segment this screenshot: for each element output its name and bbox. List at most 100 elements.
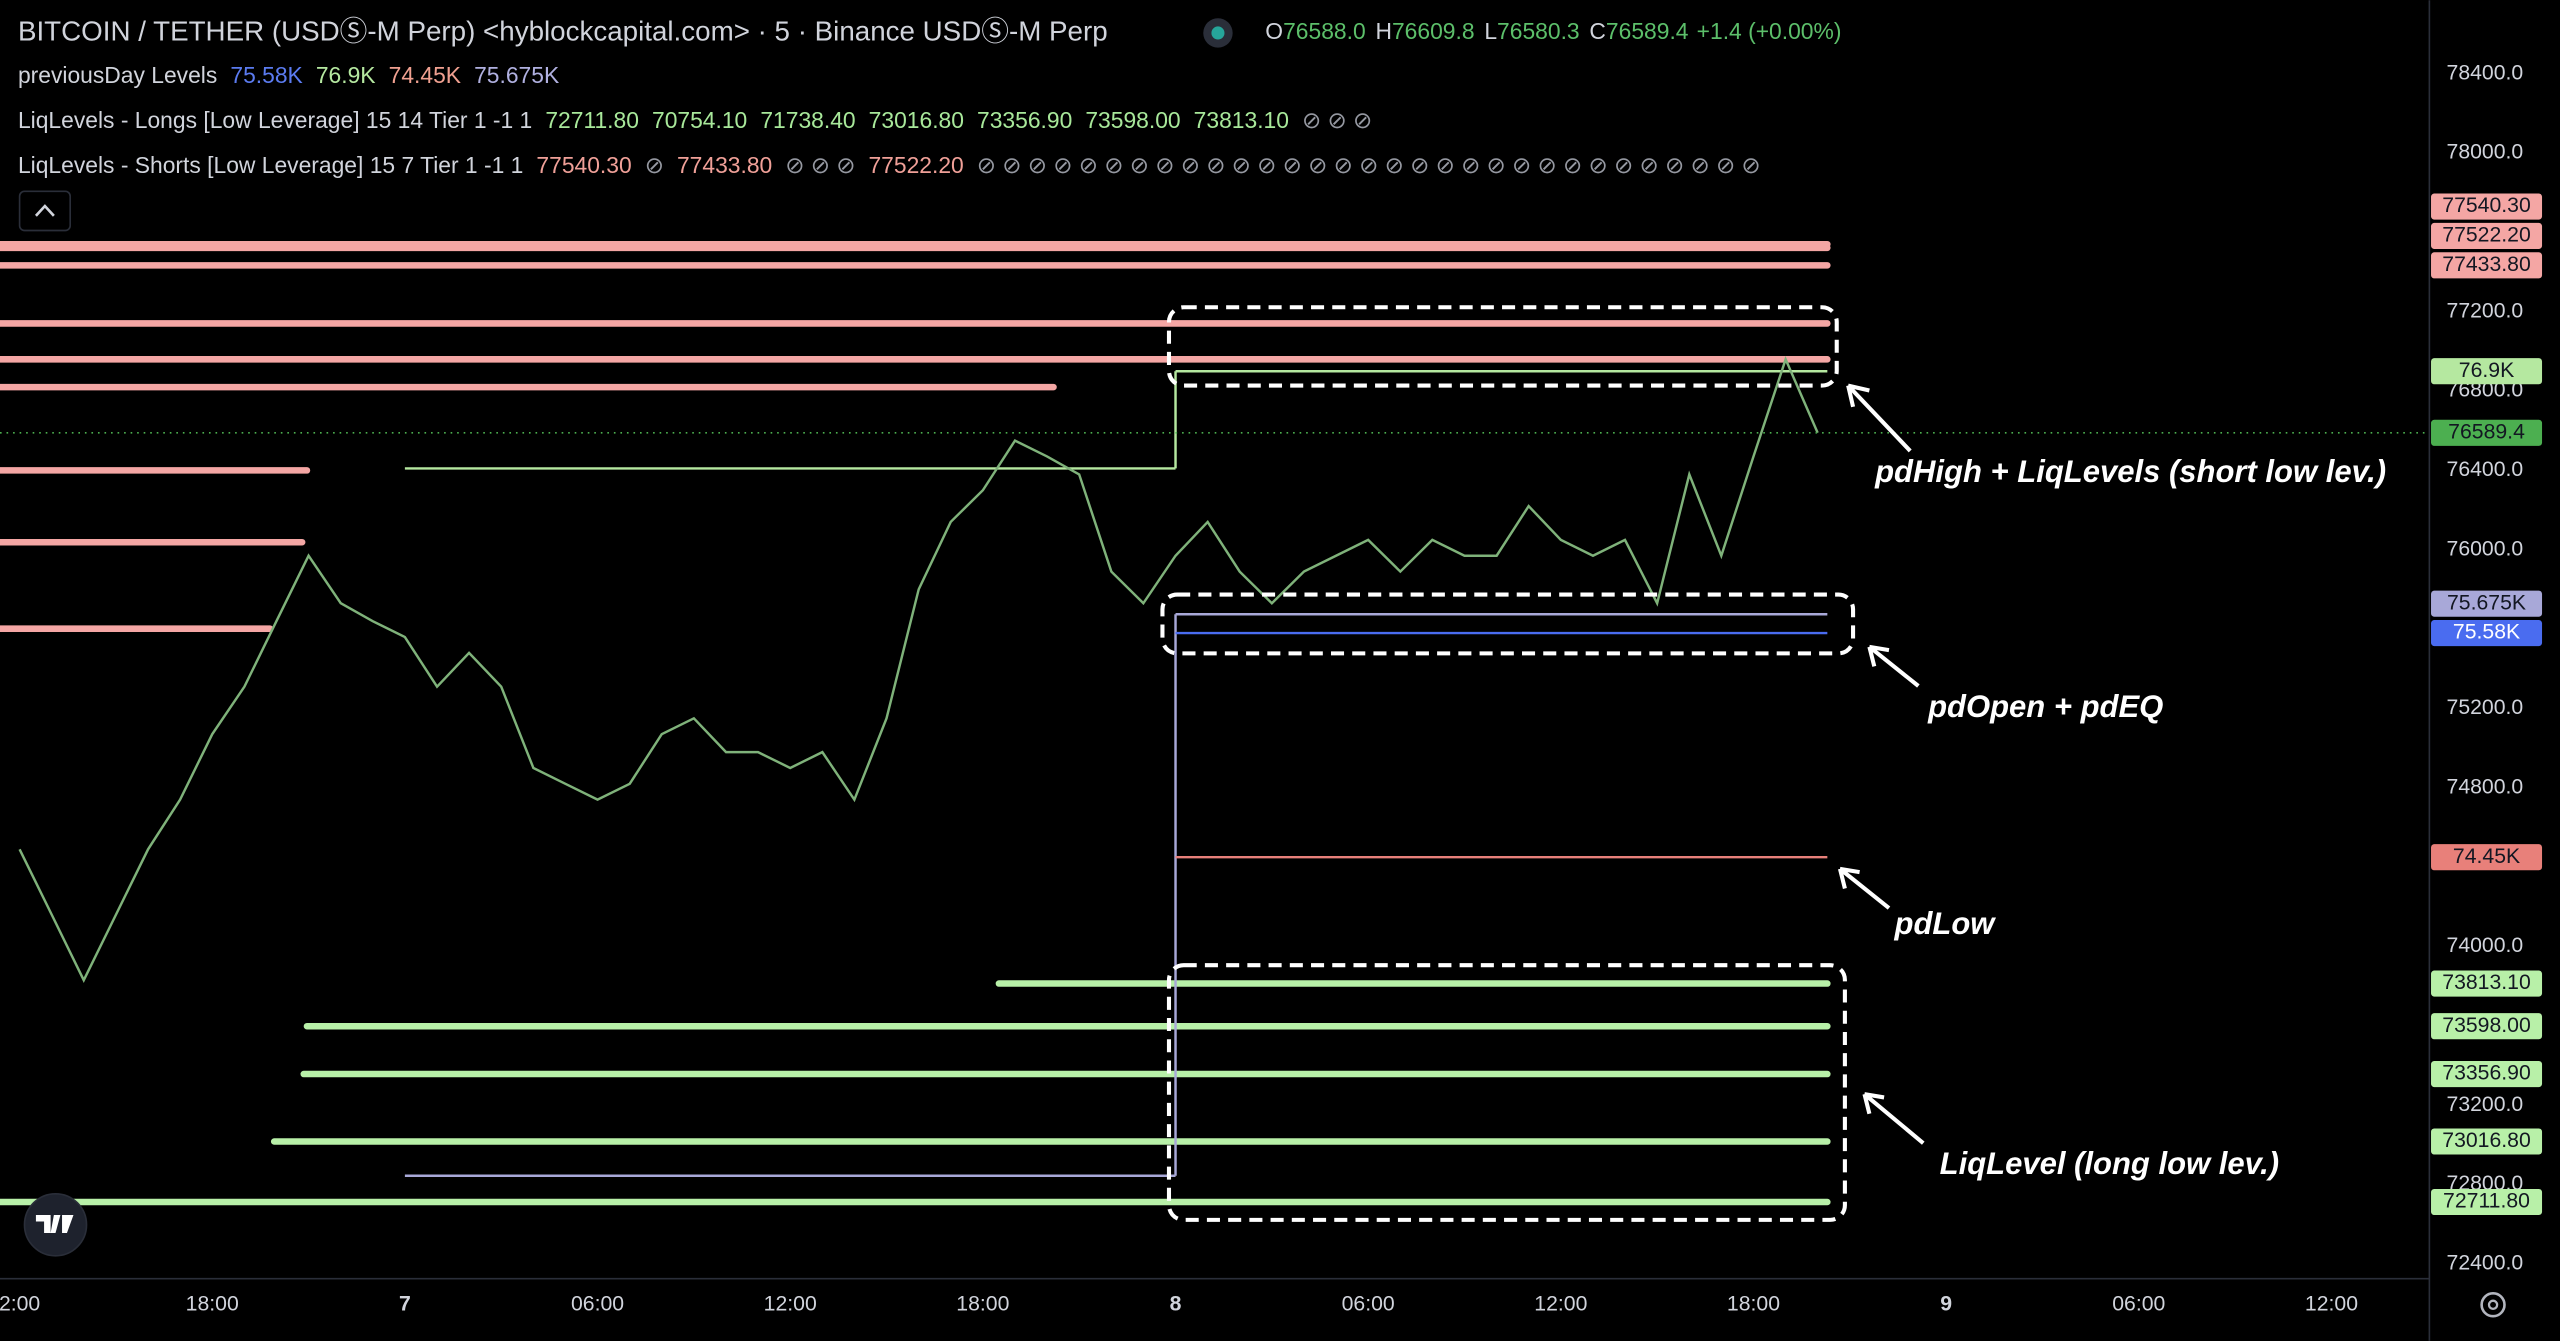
legend-value: ⊘	[645, 152, 664, 178]
settings-icon[interactable]	[2480, 1292, 2506, 1318]
legend-row: LiqLevels - Longs [Low Leverage] 15 14 T…	[18, 107, 1372, 133]
ohlc-value: 76609.8	[1392, 18, 1475, 44]
annotation: pdHigh + LiqLevels (short low lev.)	[1874, 454, 2386, 489]
price-badge-label: 77540.30	[2442, 194, 2531, 217]
price-badge	[2431, 1060, 2543, 1088]
y-tick-label: 77200.0	[2447, 299, 2524, 322]
legend-value: 77522.20	[868, 152, 963, 178]
legend-value: ⊘ ⊘ ⊘	[1302, 107, 1372, 133]
highlight-box	[1166, 305, 1839, 388]
y-tick-label: 73200.0	[2447, 1093, 2524, 1116]
annotation: LiqLevel (long low lev.)	[1940, 1146, 2280, 1181]
y-tick-label: 78000.0	[2447, 141, 2524, 164]
price-badge-label: 76589.4	[2448, 420, 2525, 443]
price-badge-label: 75.675K	[2447, 591, 2526, 614]
price-badge	[2431, 620, 2543, 647]
price-badge	[2431, 222, 2543, 250]
price-badge-label: 73813.10	[2442, 971, 2531, 994]
ohlc-key: O	[1265, 18, 1283, 44]
status-dot	[1211, 26, 1225, 40]
x-tick-label: 06:00	[571, 1292, 624, 1315]
legend-value: ⊘ ⊘ ⊘ ⊘ ⊘ ⊘ ⊘ ⊘ ⊘ ⊘ ⊘ ⊘ ⊘ ⊘ ⊘ ⊘ ⊘ ⊘ ⊘ ⊘ …	[977, 152, 1761, 178]
ohlc-key: H	[1375, 18, 1392, 44]
legend-value: 77433.80	[677, 152, 772, 178]
price-badge	[2431, 419, 2543, 446]
highlight-box	[1160, 592, 1856, 656]
x-tick-label: 12:00	[1534, 1292, 1587, 1315]
price-badge	[2431, 193, 2543, 220]
price-badge-label: 76.9K	[2459, 359, 2514, 382]
price-badge-label: 75.58K	[2453, 621, 2520, 644]
ohlc-key: L	[1484, 18, 1497, 44]
legend-row: LiqLevels - Shorts [Low Leverage] 15 7 T…	[18, 152, 1761, 178]
ohlc-key: C	[1589, 18, 1606, 44]
y-tick-label: 74800.0	[2447, 775, 2524, 798]
legend-value: 77540.30	[536, 152, 631, 178]
ohlc-change: +1.4 (+0.00%)	[1697, 18, 1842, 44]
price-badge-label: 73598.00	[2442, 1014, 2531, 1037]
legend-value: 74.45K	[389, 62, 461, 88]
legend-value: 73813.10	[1194, 107, 1289, 133]
price-badge-label: 74.45K	[2453, 845, 2520, 868]
legend-value: 73598.00	[1085, 107, 1180, 133]
legend-value: ⊘ ⊘ ⊘	[785, 152, 855, 178]
plot	[0, 240, 2430, 1206]
ohlc-value: 76580.3	[1497, 18, 1580, 44]
x-tick-label: 9	[1940, 1292, 1952, 1315]
price-axis: 78400.0 78000.0 77200.0 76800.0 76400.0 76000…	[0, 61, 2543, 1315]
legend-value: 71738.40	[760, 107, 855, 133]
x-tick-label: 8	[1170, 1292, 1182, 1315]
legend-name: previousDay Levels	[18, 62, 217, 88]
arrow	[1862, 1092, 1925, 1145]
highlight-box	[1166, 963, 1847, 1222]
y-tick-label: 75200.0	[2447, 696, 2524, 719]
price-badge	[2431, 1013, 2543, 1040]
collapse-button[interactable]	[18, 190, 72, 232]
legend-name: LiqLevels - Shorts [Low Leverage] 15 7 T…	[18, 152, 523, 178]
arrow	[1846, 383, 1912, 453]
price-badge	[2431, 844, 2543, 871]
y-tick-label: 76400.0	[2447, 458, 2524, 481]
legend-value: 70754.10	[652, 107, 747, 133]
legend-value: 73016.80	[869, 107, 964, 133]
x-tick-label: 06:00	[2112, 1292, 2165, 1315]
price-badge	[2431, 590, 2543, 617]
price-badge	[2431, 1128, 2543, 1155]
ohlc-legend: O76588.0 H76609.8 L76580.3 C76589.4 +1.4 (+0…	[1265, 18, 1841, 44]
symbol-title: BITCOIN / TETHER (USDⓈ-M Perp) <hyblockc…	[18, 15, 1108, 46]
price-badge-label: 73356.90	[2442, 1062, 2531, 1085]
price-badge	[2431, 1188, 2543, 1216]
x-tick-label: 18:00	[1727, 1292, 1780, 1315]
x-tick-label: 7	[399, 1292, 411, 1315]
price-badge	[2431, 970, 2543, 997]
price-badge	[2431, 252, 2543, 279]
price-line	[18, 355, 1819, 983]
price-badge-label: 77522.20	[2442, 224, 2531, 247]
x-tick-label: 06:00	[1342, 1292, 1395, 1315]
legend-value: 72711.80	[545, 107, 639, 133]
legend-name: LiqLevels - Longs [Low Leverage] 15 14 T…	[18, 107, 532, 133]
x-tick-label: 12:00	[764, 1292, 817, 1315]
x-tick-label: 18:00	[186, 1292, 239, 1315]
tv-logo[interactable]	[23, 1192, 88, 1257]
legend: previousDay Levels 75.58K 76.9K 74.45K 75.67…	[18, 62, 1761, 178]
legend-value: 76.9K	[316, 62, 376, 88]
price-badge	[2431, 358, 2543, 385]
arrow	[1867, 644, 1920, 688]
ohlc-value: 76589.4	[1606, 18, 1689, 44]
price-badge-label: 72711.80	[2443, 1190, 2530, 1213]
arrow	[1838, 866, 1891, 910]
legend-value: 75.675K	[474, 62, 559, 88]
ohlc-value: 76588.0	[1283, 18, 1366, 44]
y-tick-label: 72400.0	[2447, 1251, 2524, 1274]
x-tick-label: 18:00	[956, 1292, 1009, 1315]
y-tick-label: 78400.0	[2447, 61, 2524, 84]
annotation: pdLow	[1894, 906, 1997, 941]
annotation: pdOpen + pdEQ	[1927, 689, 2163, 724]
y-tick-label: 76800.0	[2447, 379, 2524, 402]
legend-row: previousDay Levels 75.58K 76.9K 74.45K 75.67…	[18, 62, 559, 88]
x-tick-label: 2:00	[0, 1292, 40, 1315]
price-badge-label: 77433.80	[2442, 253, 2531, 276]
